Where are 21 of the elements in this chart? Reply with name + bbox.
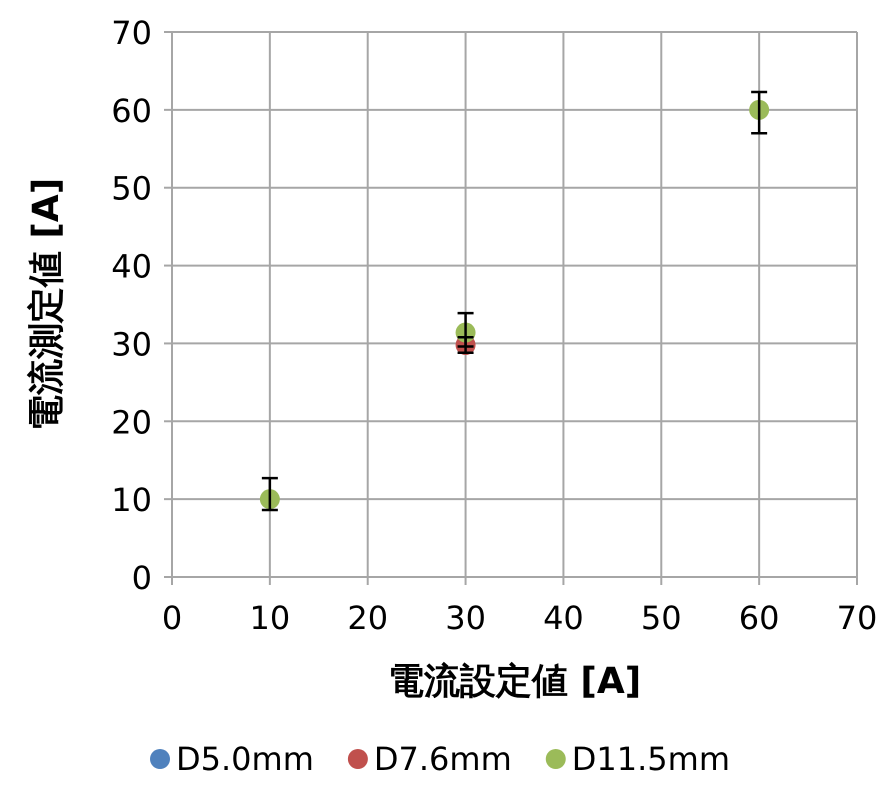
y-tick-label: 50 [111,170,152,208]
y-tick-label: 10 [111,481,152,520]
x-tick-label: 0 [162,599,182,637]
x-tick-label: 50 [640,599,682,637]
x-tick-label: 70 [836,599,878,637]
y-tick-label: 40 [111,248,152,286]
y-tick-label: 70 [111,14,152,52]
legend-label: D5.0mm [176,740,314,778]
x-tick-label: 60 [738,599,780,637]
legend-label: D11.5mm [572,740,730,778]
y-tick-label: 0 [132,559,152,597]
y-tick-label: 60 [111,92,152,130]
x-tick-label: 20 [347,599,388,637]
x-tick-label: 10 [250,599,290,637]
x-tick-label: 40 [543,599,584,637]
y-axis-title: 電流測定値 [A] [26,178,67,432]
y-tick-label: 30 [111,325,152,364]
x-tick-label: 30 [445,599,486,637]
y-tick-label: 20 [111,403,152,442]
x-axis-title: 電流設定値 [A] [388,661,642,702]
legend-label: D7.6mm [374,740,512,778]
